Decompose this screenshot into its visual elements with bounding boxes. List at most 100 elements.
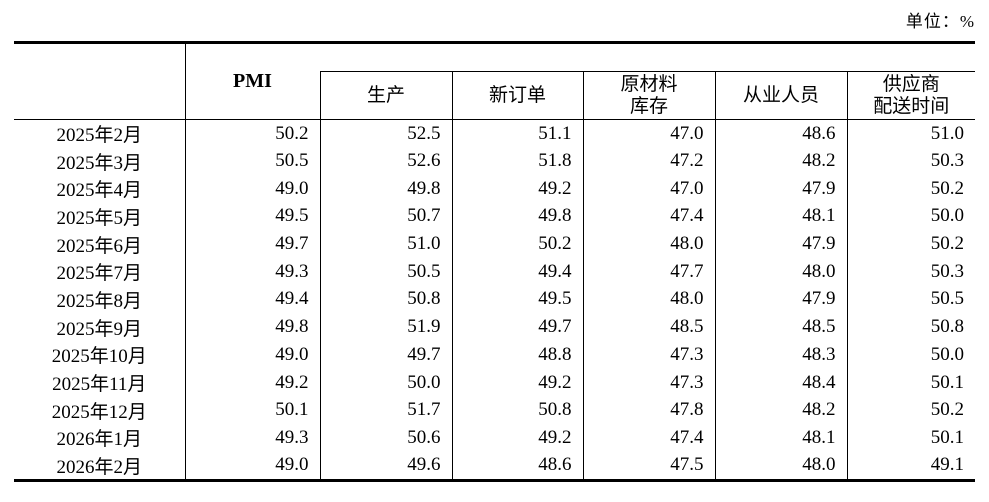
column-header-raw-materials-inventory: 原材料 库存 <box>582 71 716 120</box>
table-row: 2025年10月 49.0 49.7 48.8 47.3 48.3 50.0 <box>14 341 975 369</box>
cell-value: 48.8 <box>451 341 583 369</box>
table-row: 2026年2月 49.0 49.6 48.6 47.5 48.0 49.1 <box>14 451 975 481</box>
column-header-employment: 从业人员 <box>714 71 848 120</box>
cell-value: 48.6 <box>451 451 583 481</box>
cell-value: 49.3 <box>184 424 320 452</box>
cell-value: 51.0 <box>319 230 452 258</box>
table-row: 2025年12月 50.1 51.7 50.8 47.8 48.2 50.2 <box>14 396 975 425</box>
column-header-production: 生产 <box>319 71 453 120</box>
cell-value: 50.2 <box>846 174 975 203</box>
cell-value: 50.2 <box>451 230 583 258</box>
row-month: 2025年7月 <box>56 263 142 285</box>
pmi-data-table: PMI 生产 新订单 原材料 库存 从业人员 供应商 配送时间 2025年2月 5… <box>14 41 975 482</box>
cell-value: 49.7 <box>184 230 320 258</box>
cell-value: 48.3 <box>714 341 847 369</box>
cell-value: 49.8 <box>319 174 452 203</box>
cell-value: 49.4 <box>451 257 583 286</box>
cell-value: 50.8 <box>319 285 452 314</box>
row-month: 2025年3月 <box>56 152 142 174</box>
cell-value: 50.0 <box>846 202 975 231</box>
column-header-pmi: PMI <box>185 42 320 120</box>
header-spacer <box>320 43 975 72</box>
cell-value: 47.9 <box>714 230 847 258</box>
cell-value: 47.7 <box>582 257 715 286</box>
cell-value: 50.5 <box>184 147 320 175</box>
cell-value: 52.5 <box>319 119 452 148</box>
table-row: 2025年4月 49.0 49.8 49.2 47.0 47.9 50.2 <box>14 174 975 203</box>
cell-value: 50.8 <box>846 313 975 341</box>
cell-value: 50.2 <box>846 396 975 425</box>
cell-value: 47.0 <box>582 119 715 148</box>
row-month: 2025年8月 <box>56 290 142 312</box>
table-row: 2026年1月 49.3 50.6 49.2 47.4 48.1 50.1 <box>14 424 975 452</box>
table-row: 2025年3月 50.5 52.6 51.8 47.2 48.2 50.3 <box>14 147 975 175</box>
row-month: 2025年12月 <box>51 401 147 423</box>
cell-value: 50.5 <box>319 257 452 286</box>
cell-value: 47.4 <box>582 424 715 452</box>
table-header: PMI 生产 新订单 原材料 库存 从业人员 供应商 配送时间 <box>14 42 975 120</box>
cell-value: 48.6 <box>714 119 847 148</box>
cell-value: 51.0 <box>846 119 975 148</box>
cell-value: 47.3 <box>582 368 715 397</box>
cell-value: 48.2 <box>714 396 847 425</box>
row-month: 2025年5月 <box>56 207 142 229</box>
cell-value: 49.5 <box>451 285 583 314</box>
cell-value: 49.1 <box>846 451 975 481</box>
cell-value: 49.6 <box>319 451 452 481</box>
unit-label: 单位：% <box>905 12 975 31</box>
cell-value: 49.7 <box>319 341 452 369</box>
cell-value: 49.5 <box>184 202 320 231</box>
cell-value: 49.8 <box>184 313 320 341</box>
row-month: 2025年11月 <box>52 374 147 396</box>
cell-value: 50.3 <box>846 257 975 286</box>
cell-value: 47.3 <box>582 341 715 369</box>
cell-value: 48.4 <box>714 368 847 397</box>
table-row: 2025年7月 49.3 50.5 49.4 47.7 48.0 50.3 <box>14 257 975 286</box>
row-month: 2026年1月 <box>56 429 142 451</box>
cell-value: 50.1 <box>184 396 320 425</box>
cell-value: 47.4 <box>582 202 715 231</box>
column-header-new-orders: 新订单 <box>451 71 584 120</box>
cell-value: 49.2 <box>451 424 583 452</box>
cell-value: 50.0 <box>846 341 975 369</box>
column-header-month <box>14 42 186 120</box>
cell-value: 51.7 <box>319 396 452 425</box>
cell-value: 47.9 <box>714 285 847 314</box>
cell-value: 49.2 <box>451 368 583 397</box>
cell-value: 50.2 <box>184 119 320 148</box>
table-row: 2025年9月 49.8 51.9 49.7 48.5 48.5 50.8 <box>14 313 975 341</box>
cell-value: 49.8 <box>451 202 583 231</box>
cell-value: 48.0 <box>582 285 715 314</box>
cell-value: 51.1 <box>451 119 583 148</box>
cell-value: 50.0 <box>319 368 452 397</box>
cell-value: 51.9 <box>319 313 452 341</box>
table-body: 2025年2月 50.2 52.5 51.1 47.0 48.6 51.0 2025年3月 50… <box>14 119 975 481</box>
table-row: 2025年8月 49.4 50.8 49.5 48.0 47.9 50.5 <box>14 285 975 314</box>
cell-value: 48.0 <box>714 451 847 481</box>
column-header-supplier-delivery-time: 供应商 配送时间 <box>846 71 975 120</box>
cell-value: 48.5 <box>582 313 715 341</box>
table-row: 2025年2月 50.2 52.5 51.1 47.0 48.6 51.0 <box>14 119 975 148</box>
cell-value: 49.7 <box>451 313 583 341</box>
cell-value: 48.2 <box>714 147 847 175</box>
cell-value: 49.4 <box>184 285 320 314</box>
cell-value: 49.2 <box>184 368 320 397</box>
cell-value: 50.2 <box>846 230 975 258</box>
row-month: 2025年6月 <box>56 235 142 257</box>
cell-value: 49.0 <box>184 174 320 203</box>
cell-value: 48.1 <box>714 202 847 231</box>
cell-value: 47.5 <box>582 451 715 481</box>
cell-value: 49.2 <box>451 174 583 203</box>
cell-value: 51.8 <box>451 147 583 175</box>
row-month: 2025年2月 <box>56 125 142 147</box>
cell-value: 49.0 <box>184 451 320 481</box>
cell-value: 47.0 <box>582 174 715 203</box>
table-row: 2025年11月 49.2 50.0 49.2 47.3 48.4 50.1 <box>14 368 975 397</box>
row-month: 2025年10月 <box>51 346 147 368</box>
cell-value: 49.3 <box>184 257 320 286</box>
cell-value: 50.7 <box>319 202 452 231</box>
table-row: 2025年5月 49.5 50.7 49.8 47.4 48.1 50.0 <box>14 202 975 231</box>
row-month: 2025年4月 <box>56 180 142 202</box>
cell-value: 49.0 <box>184 341 320 369</box>
